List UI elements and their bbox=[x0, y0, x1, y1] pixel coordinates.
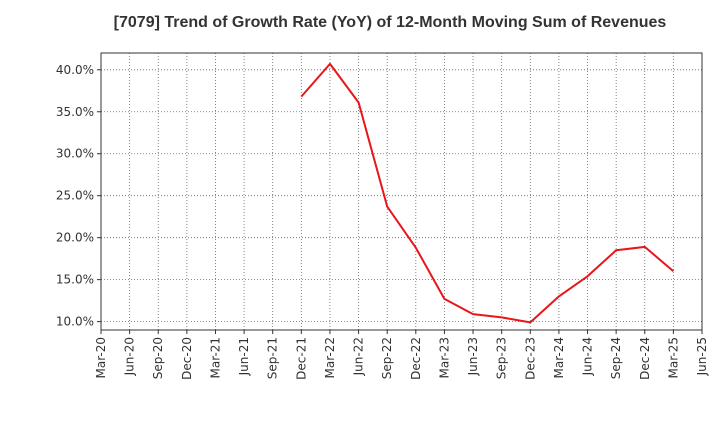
x-tick-label: Sep-24 bbox=[609, 337, 623, 379]
y-tick-label: 10.0% bbox=[56, 315, 94, 329]
x-tick-label: Sep-23 bbox=[495, 337, 509, 379]
x-axis: Mar-20 Jun-20 Sep-20 Dec-20 Mar-21 Jun-21 Sep-… bbox=[94, 330, 709, 380]
grid-layer bbox=[101, 53, 702, 330]
x-tick-label: Jun-21 bbox=[237, 337, 251, 376]
x-tick-label: Mar-20 bbox=[94, 337, 108, 378]
x-tick-label: Mar-25 bbox=[666, 337, 680, 378]
x-tick-label: Dec-21 bbox=[294, 337, 308, 380]
y-tick-label: 25.0% bbox=[56, 189, 94, 203]
plot-frame bbox=[100, 52, 703, 331]
y-tick-label: 15.0% bbox=[56, 273, 94, 287]
x-tick-label: Mar-23 bbox=[437, 337, 451, 378]
x-tick-label: Sep-21 bbox=[266, 337, 280, 379]
x-tick-label: Dec-23 bbox=[523, 337, 537, 380]
y-tick-label: 30.0% bbox=[56, 147, 94, 161]
x-tick-label: Dec-24 bbox=[638, 337, 652, 380]
x-tick-label: Jun-23 bbox=[466, 337, 480, 376]
chart-title: [7079] Trend of Growth Rate (YoY) of 12-… bbox=[113, 14, 667, 31]
x-tick-label: Sep-20 bbox=[151, 337, 165, 379]
x-tick-label: Mar-22 bbox=[323, 337, 337, 378]
y-tick-label: 20.0% bbox=[56, 231, 94, 245]
x-tick-label: Mar-21 bbox=[208, 337, 222, 378]
x-tick-label: Jun-20 bbox=[123, 337, 137, 376]
x-tick-label: Jun-24 bbox=[581, 337, 595, 376]
x-tick-label: Dec-22 bbox=[409, 337, 423, 380]
x-tick-label: Dec-20 bbox=[180, 337, 194, 380]
series-line bbox=[300, 62, 675, 324]
y-tick-label: 35.0% bbox=[56, 105, 94, 119]
series-layer bbox=[300, 62, 675, 324]
x-tick-label: Jun-22 bbox=[352, 337, 366, 376]
y-axis: 10.0% 15.0% 20.0% 25.0% 30.0% 35.0% 40.0% bbox=[56, 63, 101, 329]
x-tick-label: Sep-22 bbox=[380, 337, 394, 379]
y-tick-label: 40.0% bbox=[56, 63, 94, 77]
x-tick-label: Jun-25 bbox=[695, 337, 709, 376]
x-tick-label: Mar-24 bbox=[552, 337, 566, 378]
